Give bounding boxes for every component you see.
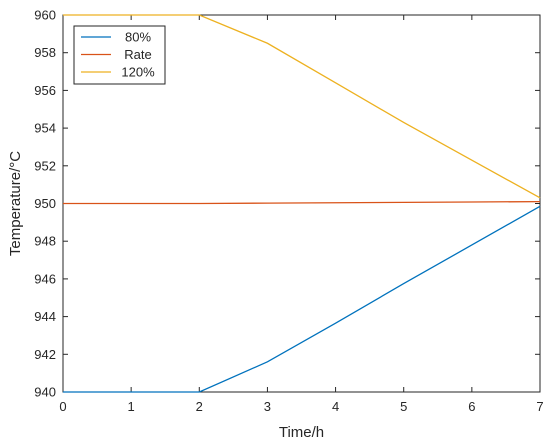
y-tick-label: 940	[34, 385, 56, 400]
x-tick-label: 4	[332, 399, 339, 414]
x-tick-label: 1	[128, 399, 135, 414]
y-tick-label: 958	[34, 45, 56, 60]
y-tick-label: 944	[34, 309, 56, 324]
x-axis-label: Time/h	[279, 424, 324, 441]
y-tick-label: 960	[34, 8, 56, 23]
series-line-1	[63, 200, 541, 205]
legend-entry: 120%	[121, 65, 155, 80]
x-tick-label: 7	[536, 399, 543, 414]
x-tick-label: 3	[264, 399, 271, 414]
x-tick-label: 5	[400, 399, 407, 414]
legend: 80% Rate 120%	[73, 25, 166, 85]
series-line-2	[63, 14, 541, 199]
y-tick-label: 942	[34, 347, 56, 362]
x-axis-ticks: 0 1 2 3 4 5 6 7	[59, 15, 544, 414]
x-tick-label: 2	[196, 399, 203, 414]
x-tick-label: 6	[468, 399, 475, 414]
legend-entry: Rate	[124, 47, 151, 62]
y-tick-label: 954	[34, 121, 56, 136]
y-axis-label: Temperature/°C	[7, 151, 24, 256]
y-tick-label: 946	[34, 271, 56, 286]
series-line-0	[63, 205, 541, 393]
legend-entry: 80%	[125, 30, 151, 45]
y-tick-label: 950	[34, 196, 56, 211]
y-axis-ticks: 940 942 944 946 948 950 952 954 956 958 960	[34, 8, 540, 400]
y-tick-label: 948	[34, 234, 56, 249]
series-layer	[63, 14, 541, 393]
y-tick-label: 952	[34, 158, 56, 173]
x-tick-label: 0	[59, 399, 66, 414]
y-tick-label: 956	[34, 83, 56, 98]
